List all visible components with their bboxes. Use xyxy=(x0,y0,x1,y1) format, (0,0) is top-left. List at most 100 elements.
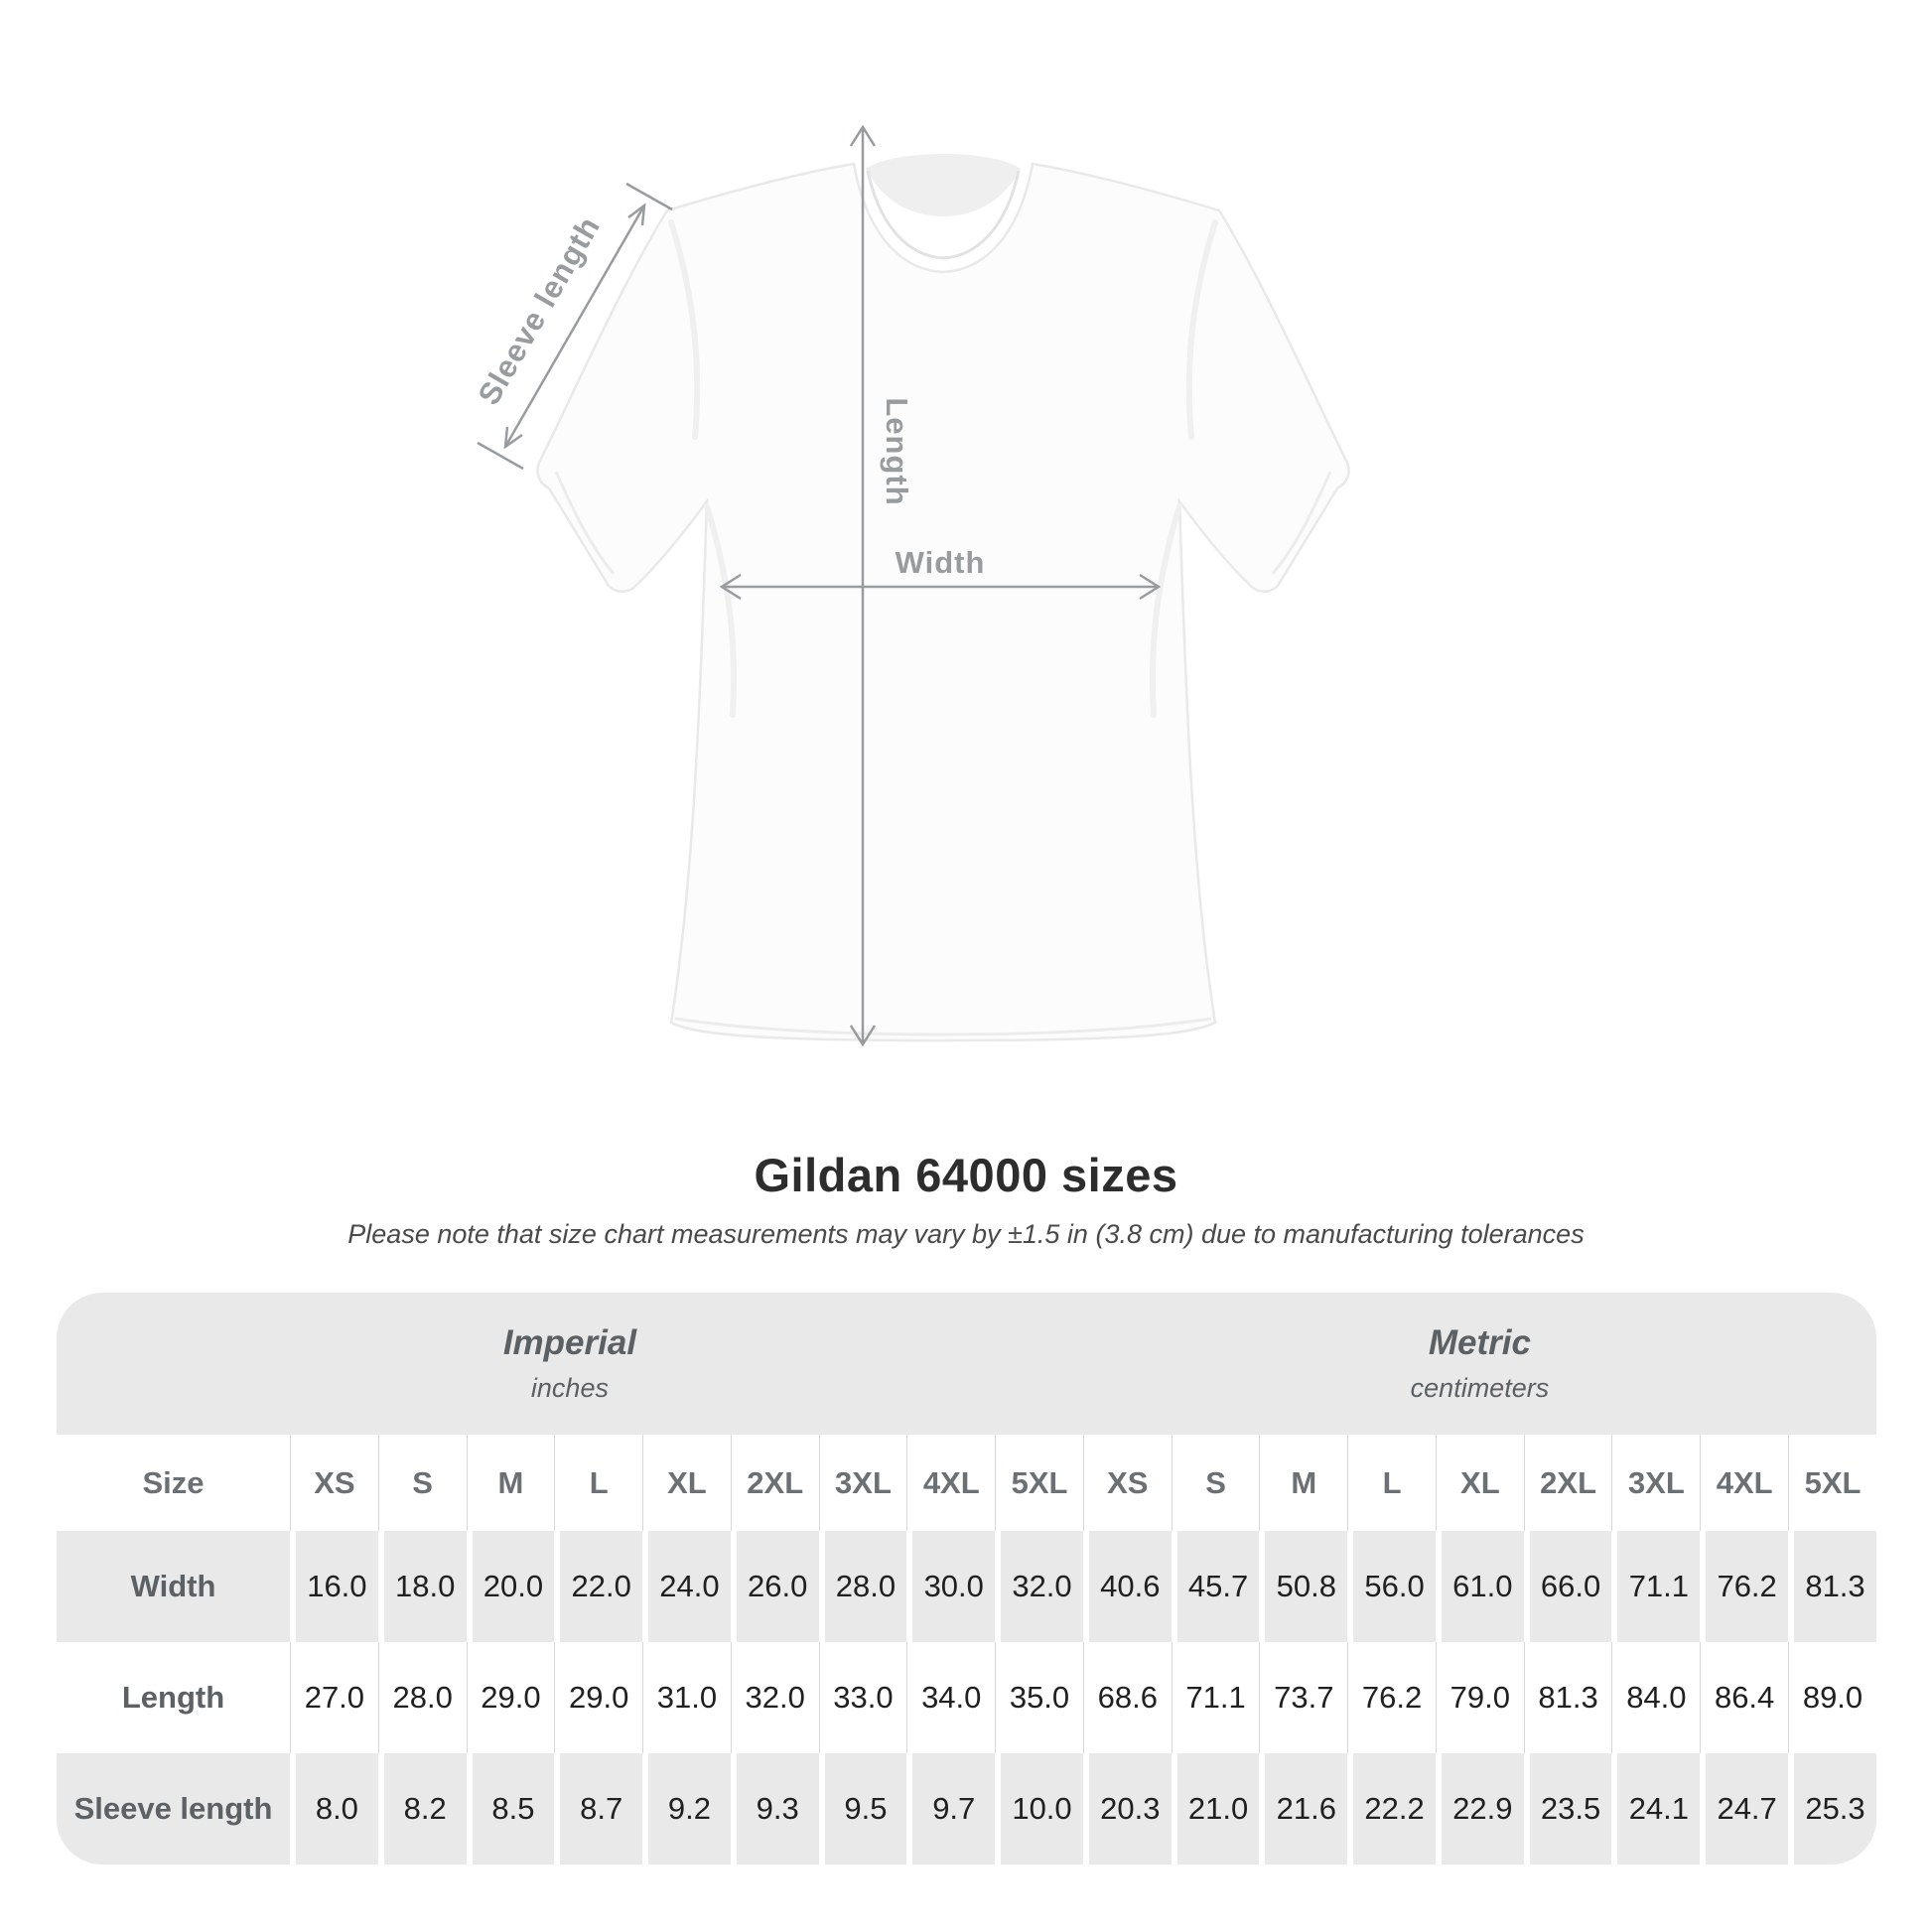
value-cell: 73.7 xyxy=(1259,1642,1347,1753)
tshirt-image xyxy=(536,162,1350,1042)
value-cell: 61.0 xyxy=(1435,1531,1524,1642)
sleeve-arrow-top xyxy=(627,203,646,226)
value-cell: 23.5 xyxy=(1523,1753,1612,1864)
value-cell: 79.0 xyxy=(1435,1642,1524,1753)
left-cuff-seam xyxy=(554,471,616,575)
value-cell: 30.0 xyxy=(906,1531,995,1642)
value-cell: 33.0 xyxy=(818,1642,907,1753)
col-header-4xl: 4XL xyxy=(906,1435,995,1531)
row-label: Sleeve length xyxy=(73,1791,273,1826)
value-cell: 71.1 xyxy=(1171,1642,1260,1753)
value-cell: 8.5 xyxy=(466,1753,555,1864)
col-header-m: M xyxy=(1259,1435,1347,1531)
sleeve-end-tick-top xyxy=(625,182,673,211)
unit-group-name: Metric xyxy=(1428,1323,1531,1362)
value-cell: 24.7 xyxy=(1700,1753,1788,1864)
unit-group-imperial: Imperial inches xyxy=(57,1293,1083,1435)
value-cell: 9.7 xyxy=(906,1753,995,1864)
col-header-m: M xyxy=(466,1435,555,1531)
col-header-5xl: 5XL xyxy=(1788,1435,1876,1531)
value-cell: 8.0 xyxy=(290,1753,378,1864)
value-cell: 24.1 xyxy=(1611,1753,1700,1864)
width-arrow-left xyxy=(719,573,742,601)
value-cell: 71.1 xyxy=(1611,1531,1700,1642)
value-cell: 76.2 xyxy=(1700,1531,1788,1642)
size-header-row: Size XS S M L XL 2XL 3XL 4XL 5XL XS S M L XL 2XL 3XL 4XL 5… xyxy=(57,1435,1876,1531)
value-cell: 22.2 xyxy=(1347,1753,1436,1864)
value-cell: 22.0 xyxy=(554,1531,642,1642)
value-cell: 32.0 xyxy=(995,1531,1083,1642)
unit-group-row: Imperial inches Metric centimeters xyxy=(57,1293,1876,1435)
value-cell: 81.3 xyxy=(1788,1531,1876,1642)
col-header-s: S xyxy=(377,1435,467,1531)
tshirt-diagram: Width Length Sleeve length xyxy=(472,124,1350,1047)
sleeve-end-tick-bottom xyxy=(477,441,524,471)
col-header-5xl: 5XL xyxy=(995,1435,1083,1531)
chart-heading: Gildan 64000 sizes Please note that size… xyxy=(0,1148,1932,1250)
size-table-panel: Imperial inches Metric centimeters Size XS S M L… xyxy=(57,1293,1876,1864)
value-cell: 31.0 xyxy=(642,1642,731,1753)
value-cell: 56.0 xyxy=(1347,1531,1436,1642)
col-header-l: L xyxy=(1347,1435,1436,1531)
value-cell: 21.0 xyxy=(1171,1753,1260,1864)
value-cell: 16.0 xyxy=(290,1531,378,1642)
measurement-row-length: Length 27.0 28.0 29.0 29.0 31.0 32.0 33.0 34.0 35… xyxy=(57,1642,1876,1753)
value-cell: 28.0 xyxy=(377,1642,467,1753)
value-cell: 20.0 xyxy=(466,1531,555,1642)
col-header-3xl: 3XL xyxy=(1611,1435,1700,1531)
value-cell: 35.0 xyxy=(995,1642,1083,1753)
value-cell: 10.0 xyxy=(995,1753,1083,1864)
value-cell: 81.3 xyxy=(1523,1642,1612,1753)
value-cell: 21.6 xyxy=(1259,1753,1347,1864)
row-label: Width xyxy=(130,1569,216,1603)
value-cell: 26.0 xyxy=(730,1531,819,1642)
length-arrow-bottom xyxy=(849,1025,877,1047)
value-cell: 22.9 xyxy=(1435,1753,1524,1864)
value-cell: 66.0 xyxy=(1523,1531,1612,1642)
width-arrow-right xyxy=(1139,573,1162,601)
col-header-4xl: 4XL xyxy=(1700,1435,1788,1531)
unit-group-name: Imperial xyxy=(502,1323,637,1362)
value-cell: 25.3 xyxy=(1788,1753,1876,1864)
width-dimension-label: Width xyxy=(896,545,986,580)
value-cell: 68.6 xyxy=(1082,1642,1172,1753)
value-cell: 20.3 xyxy=(1082,1753,1172,1864)
value-cell: 89.0 xyxy=(1788,1642,1876,1753)
value-cell: 24.0 xyxy=(642,1531,731,1642)
collar-back-panel xyxy=(866,154,1021,216)
dimension-lines xyxy=(477,124,1162,1047)
value-cell: 32.0 xyxy=(730,1642,819,1753)
fabric-folds xyxy=(668,219,1218,718)
hem-seam xyxy=(674,1017,1212,1036)
length-arrow-top xyxy=(849,124,877,147)
value-cell: 50.8 xyxy=(1259,1531,1347,1642)
value-cell: 34.0 xyxy=(906,1642,995,1753)
unit-group-unit: inches xyxy=(530,1373,609,1403)
collar-rim xyxy=(866,170,1021,260)
value-cell: 8.2 xyxy=(377,1753,467,1864)
value-cell: 9.3 xyxy=(730,1753,819,1864)
value-cell: 9.5 xyxy=(818,1753,907,1864)
col-header-xl: XL xyxy=(642,1435,731,1531)
measurement-row-sleeve-length: Sleeve length 8.0 8.2 8.5 8.7 9.2 9.3 9.5 9.7 10.… xyxy=(57,1753,1876,1864)
value-cell: 8.7 xyxy=(554,1753,642,1864)
value-cell: 29.0 xyxy=(466,1642,555,1753)
value-cell: 76.2 xyxy=(1347,1642,1436,1753)
unit-group-metric: Metric centimeters xyxy=(1083,1293,1876,1435)
measurement-row-width: Width 16.0 18.0 20.0 22.0 24.0 26.0 28.0 30.0 32.… xyxy=(57,1531,1876,1642)
col-header-xs: XS xyxy=(1082,1435,1172,1531)
value-cell: 9.2 xyxy=(642,1753,731,1864)
value-cell: 18.0 xyxy=(377,1531,467,1642)
page-title: Gildan 64000 sizes xyxy=(754,1149,1178,1201)
size-table: Imperial inches Metric centimeters Size XS S M L… xyxy=(57,1293,1876,1864)
value-cell: 29.0 xyxy=(554,1642,642,1753)
tolerance-note: Please note that size chart measurements… xyxy=(347,1219,1585,1249)
col-header-3xl: 3XL xyxy=(818,1435,907,1531)
col-header-xs: XS xyxy=(290,1435,378,1531)
value-cell: 86.4 xyxy=(1700,1642,1788,1753)
size-header-cell: Size xyxy=(142,1464,205,1500)
col-header-l: L xyxy=(554,1435,642,1531)
col-header-2xl: 2XL xyxy=(1523,1435,1612,1531)
sleeve-arrow-bottom xyxy=(503,426,523,450)
